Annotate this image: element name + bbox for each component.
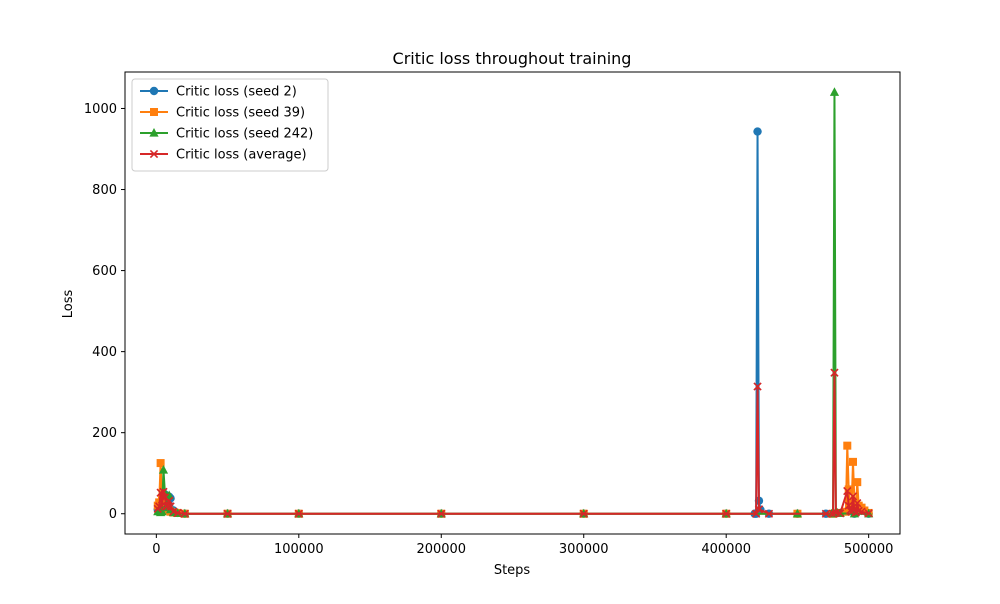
legend-marker	[149, 86, 159, 96]
axes: 0 100000 200000 300000 400000 500000 0 200 400 60…	[84, 71, 901, 557]
legend-label: Critic loss (average)	[176, 148, 307, 163]
x-tick-label: 200000	[416, 542, 466, 557]
legend-box	[131, 78, 329, 172]
legend-entry-2: Critic loss (seed 242)	[140, 127, 313, 142]
legend-marker	[149, 128, 159, 137]
data-point	[294, 509, 303, 518]
data-point	[164, 490, 174, 500]
data-point	[173, 508, 182, 518]
y-tick-label: 200	[92, 426, 117, 441]
data-point	[722, 509, 731, 518]
plot-area	[153, 87, 874, 518]
data-point	[860, 506, 869, 515]
data-point	[854, 506, 863, 516]
data-point	[166, 502, 175, 511]
data-point	[437, 509, 446, 518]
data-point	[853, 478, 862, 487]
data-point	[841, 507, 850, 516]
data-point	[579, 509, 588, 518]
data-point	[180, 509, 190, 518]
legend-label: Critic loss (seed 242)	[176, 127, 313, 142]
data-point	[853, 499, 862, 508]
data-point	[223, 509, 232, 518]
series-0	[153, 127, 873, 518]
data-point	[830, 368, 839, 377]
data-point	[156, 459, 165, 468]
series-3	[153, 368, 873, 518]
x-tick-label: 100000	[274, 542, 324, 557]
data-point	[835, 509, 845, 518]
data-point	[864, 509, 873, 518]
data-point	[764, 509, 774, 518]
x-tick-label: 300000	[559, 542, 609, 557]
y-tick-label: 800	[92, 183, 117, 198]
y-tick-label: 0	[109, 507, 117, 522]
data-point	[843, 441, 852, 450]
data-point	[821, 509, 831, 518]
data-point	[829, 87, 840, 96]
x-tick-label: 0	[152, 542, 160, 557]
x-tick-label: 400000	[701, 542, 751, 557]
legend-entry-3: Critic loss (average)	[140, 148, 307, 163]
y-tick-label: 600	[92, 264, 117, 279]
legend-entry-1: Critic loss (seed 39)	[140, 106, 305, 121]
data-point	[155, 502, 164, 511]
chart-title: Critic loss throughout training	[393, 49, 632, 68]
data-point	[848, 457, 857, 466]
series-line-3	[156, 371, 869, 515]
series-line-0	[156, 130, 869, 515]
data-point	[753, 382, 762, 391]
axes-frame	[124, 71, 901, 535]
x-tick-label: 500000	[844, 542, 894, 557]
y-tick-label: 1000	[84, 102, 117, 117]
legend-marker	[149, 149, 159, 159]
data-point	[844, 501, 853, 510]
legend-marker	[150, 108, 158, 116]
series-1	[153, 441, 873, 518]
data-point	[848, 492, 858, 501]
y-tick-label: 400	[92, 345, 117, 360]
legend: Critic loss (seed 2) Critic loss (seed 39…	[131, 78, 329, 172]
y-axis-title: Loss	[61, 290, 76, 319]
data-point	[828, 509, 838, 518]
data-point	[857, 507, 866, 516]
data-point	[158, 464, 169, 474]
legend-entry-0: Critic loss (seed 2)	[140, 85, 297, 100]
legend-label: Critic loss (seed 2)	[176, 85, 297, 100]
data-point	[754, 505, 764, 514]
x-axis-title: Steps	[494, 563, 531, 578]
data-point	[753, 127, 762, 136]
data-point	[751, 509, 761, 518]
legend-label: Critic loss (seed 39)	[176, 106, 305, 121]
